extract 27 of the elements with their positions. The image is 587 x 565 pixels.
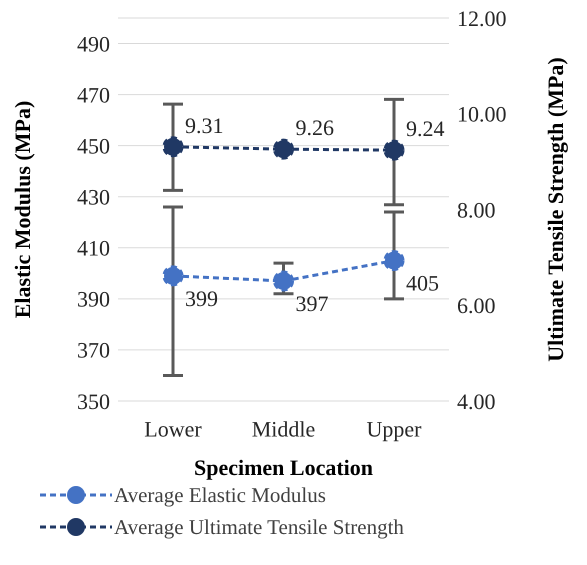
data-label: 9.31 bbox=[185, 112, 224, 138]
data-label: 397 bbox=[296, 290, 328, 316]
x-tick-label: Lower bbox=[144, 416, 202, 442]
data-label: 399 bbox=[185, 286, 218, 311]
data-label: 9.24 bbox=[406, 116, 444, 142]
y-tick-label: 350 bbox=[77, 388, 110, 414]
y2-tick-label: 8.00 bbox=[457, 197, 496, 222]
x-axis-title: Specimen Location bbox=[194, 455, 374, 480]
y-tick-label: 430 bbox=[77, 184, 110, 210]
y-tick-label: 410 bbox=[77, 236, 110, 261]
x-tick-label: Upper bbox=[366, 416, 422, 442]
y-axis-title: Elastic Modulus (MPa) bbox=[10, 100, 35, 318]
y-tick-label: 490 bbox=[77, 31, 110, 56]
y-tick-label: 450 bbox=[77, 133, 110, 158]
legend-label: Average Ultimate Tensile Strength bbox=[114, 514, 404, 540]
y-tick-label: 370 bbox=[77, 338, 110, 363]
y2-tick-label: 4.00 bbox=[457, 388, 496, 414]
y2-tick-label: 10.00 bbox=[457, 102, 506, 127]
y2-axis-title: Ultimate Tensile Strength (MPa) bbox=[542, 57, 568, 362]
y2-tick-label: 6.00 bbox=[457, 293, 496, 318]
x-tick-label: Middle bbox=[252, 416, 316, 442]
y-tick-label: 390 bbox=[77, 286, 110, 312]
data-label: 405 bbox=[406, 270, 439, 296]
y-tick-label: 470 bbox=[77, 82, 110, 108]
y2-tick-label: 12.00 bbox=[457, 6, 506, 31]
legend-label: Average Elastic Modulus bbox=[114, 482, 326, 508]
data-label: 9.26 bbox=[296, 115, 334, 140]
